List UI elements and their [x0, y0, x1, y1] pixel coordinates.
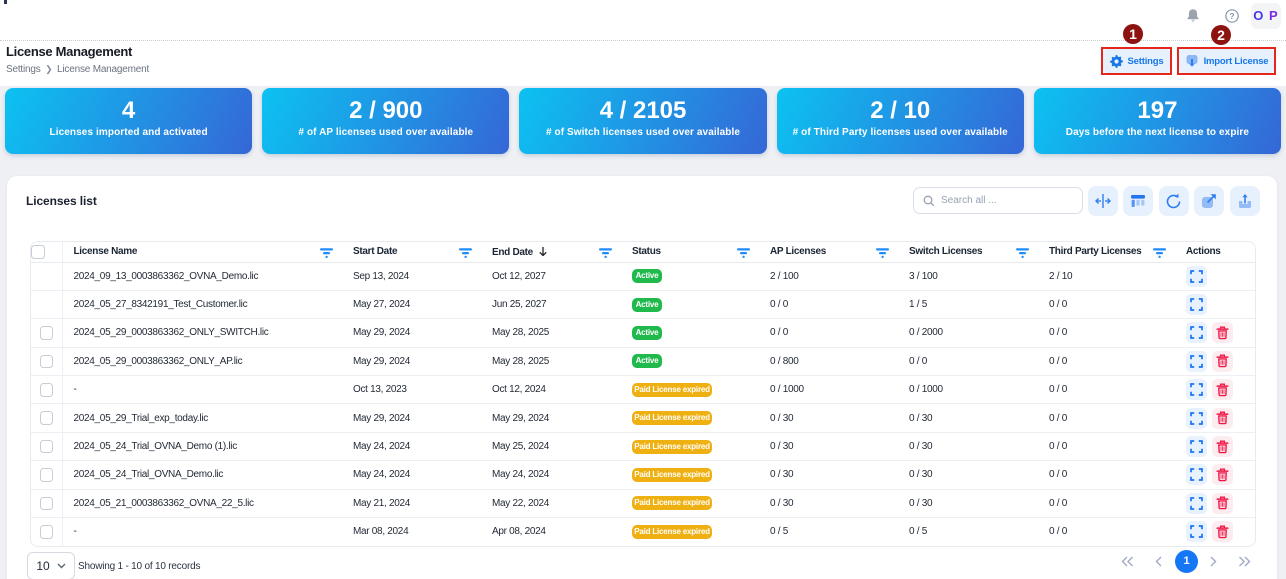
svg-text:?: ?: [1229, 11, 1234, 21]
